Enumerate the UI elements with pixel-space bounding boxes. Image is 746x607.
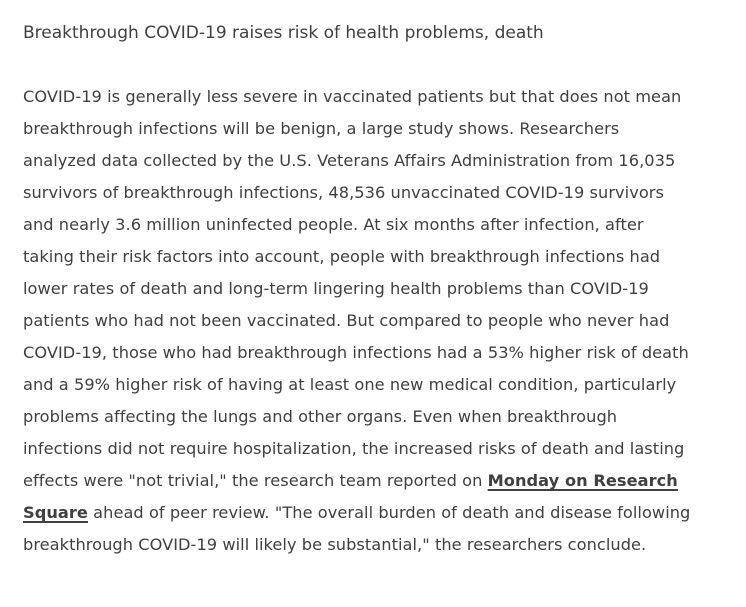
article-body: COVID-19 is generally less severe in vac… <box>23 81 693 561</box>
article-body-text: COVID-19 is generally less severe in vac… <box>23 87 689 490</box>
article: Breakthrough COVID-19 raises risk of hea… <box>23 17 693 561</box>
article-headline: Breakthrough COVID-19 raises risk of hea… <box>23 23 544 43</box>
research-square-link[interactable]: Monday on Research Square <box>23 471 678 522</box>
article-body-text-end: ahead of peer review. "The overall burde… <box>23 503 691 554</box>
